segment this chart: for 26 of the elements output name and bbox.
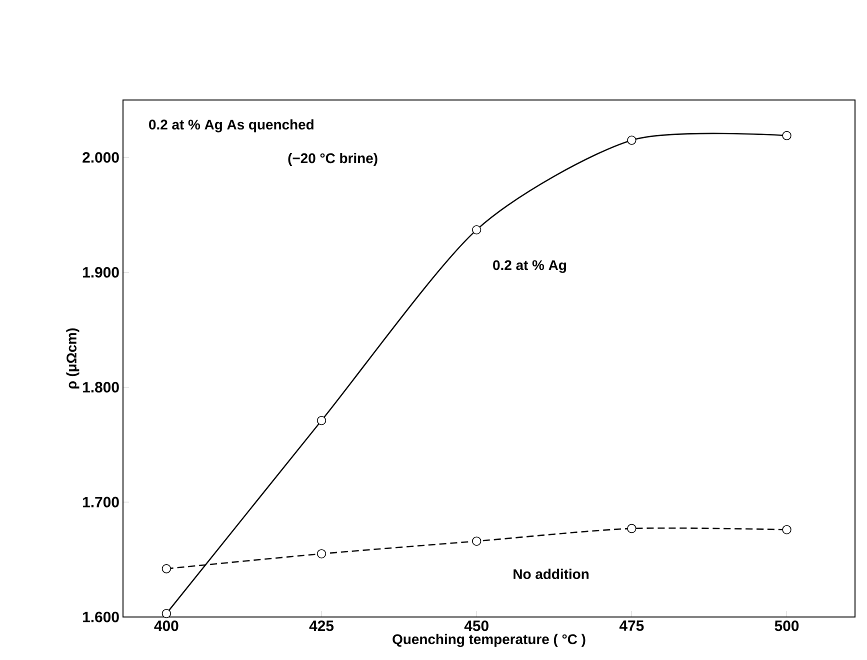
point: [472, 225, 482, 234]
y-tick-label: 1.800: [83, 382, 119, 392]
annotation: (−20 °C brine): [288, 152, 378, 166]
x-tick-label: 450: [464, 620, 488, 632]
point: [627, 136, 636, 145]
x-axis-title: Quenching temperature ( °C ): [392, 634, 586, 647]
point: [627, 524, 636, 534]
text: 0.2 at % Ag: [493, 260, 566, 273]
y-tick-label: 1.700: [83, 496, 119, 508]
x-tick-label: 425: [309, 620, 334, 632]
x-tick-label: 500: [774, 620, 799, 632]
point: [782, 131, 792, 140]
point: [162, 608, 172, 618]
point: [162, 564, 172, 574]
y-tick-label: 1.900: [83, 267, 119, 278]
point: [316, 549, 326, 558]
y-tick-label: 2.000: [82, 152, 119, 163]
text: No addition: [514, 568, 589, 580]
point: [316, 416, 326, 426]
x-tick-label: 475: [619, 620, 644, 631]
point: [782, 525, 792, 534]
y-axis-title: ρ (μΩcm): [66, 328, 80, 388]
annotation: 0.2 at % Ag As quenched: [149, 119, 314, 132]
point: [472, 536, 482, 546]
x-tick-label: 400: [154, 620, 178, 632]
y-tick-label: 1.600: [83, 612, 119, 622]
